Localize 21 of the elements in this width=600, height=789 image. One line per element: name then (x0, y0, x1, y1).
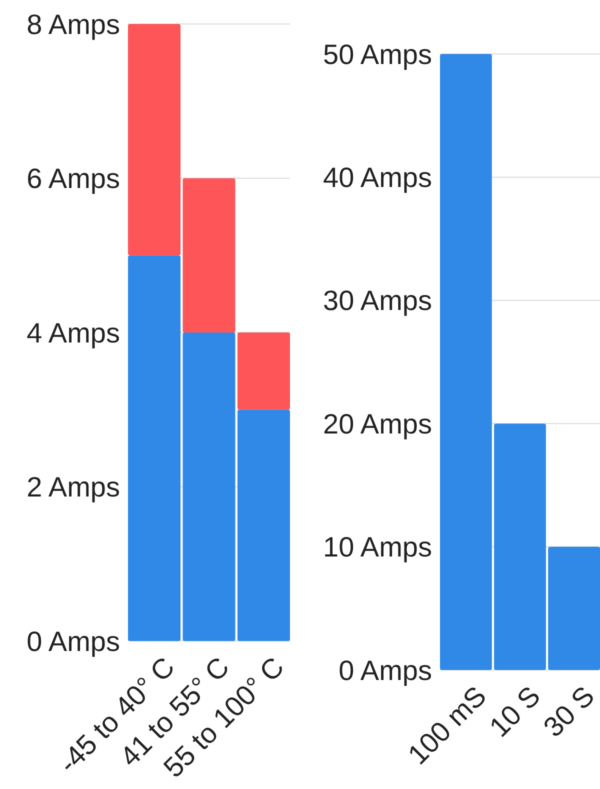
bar (440, 54, 492, 670)
y-tick-label: 6 Amps (26, 163, 120, 194)
y-tick-label: 2 Amps (26, 472, 120, 503)
bar (182, 332, 236, 641)
bar (128, 255, 181, 641)
bar (128, 24, 181, 256)
bar (548, 546, 600, 670)
y-tick-label: 40 Amps (323, 162, 432, 193)
y-tick-label: 10 Amps (323, 532, 432, 563)
y-tick-label: 0 Amps (338, 654, 432, 686)
bar (182, 178, 236, 332)
bar (237, 410, 290, 641)
y-tick-label: 0 Amps (26, 626, 120, 657)
y-tick-label: 30 Amps (323, 285, 432, 316)
y-tick-label: 20 Amps (323, 408, 432, 440)
y-tick-label: 8 Amps (26, 8, 120, 40)
y-tick-label: 4 Amps (26, 317, 120, 348)
y-tick-label: 50 Amps (323, 38, 432, 70)
x-tick-label: 30 S (538, 680, 600, 743)
bar (237, 332, 290, 410)
bar (494, 424, 546, 670)
